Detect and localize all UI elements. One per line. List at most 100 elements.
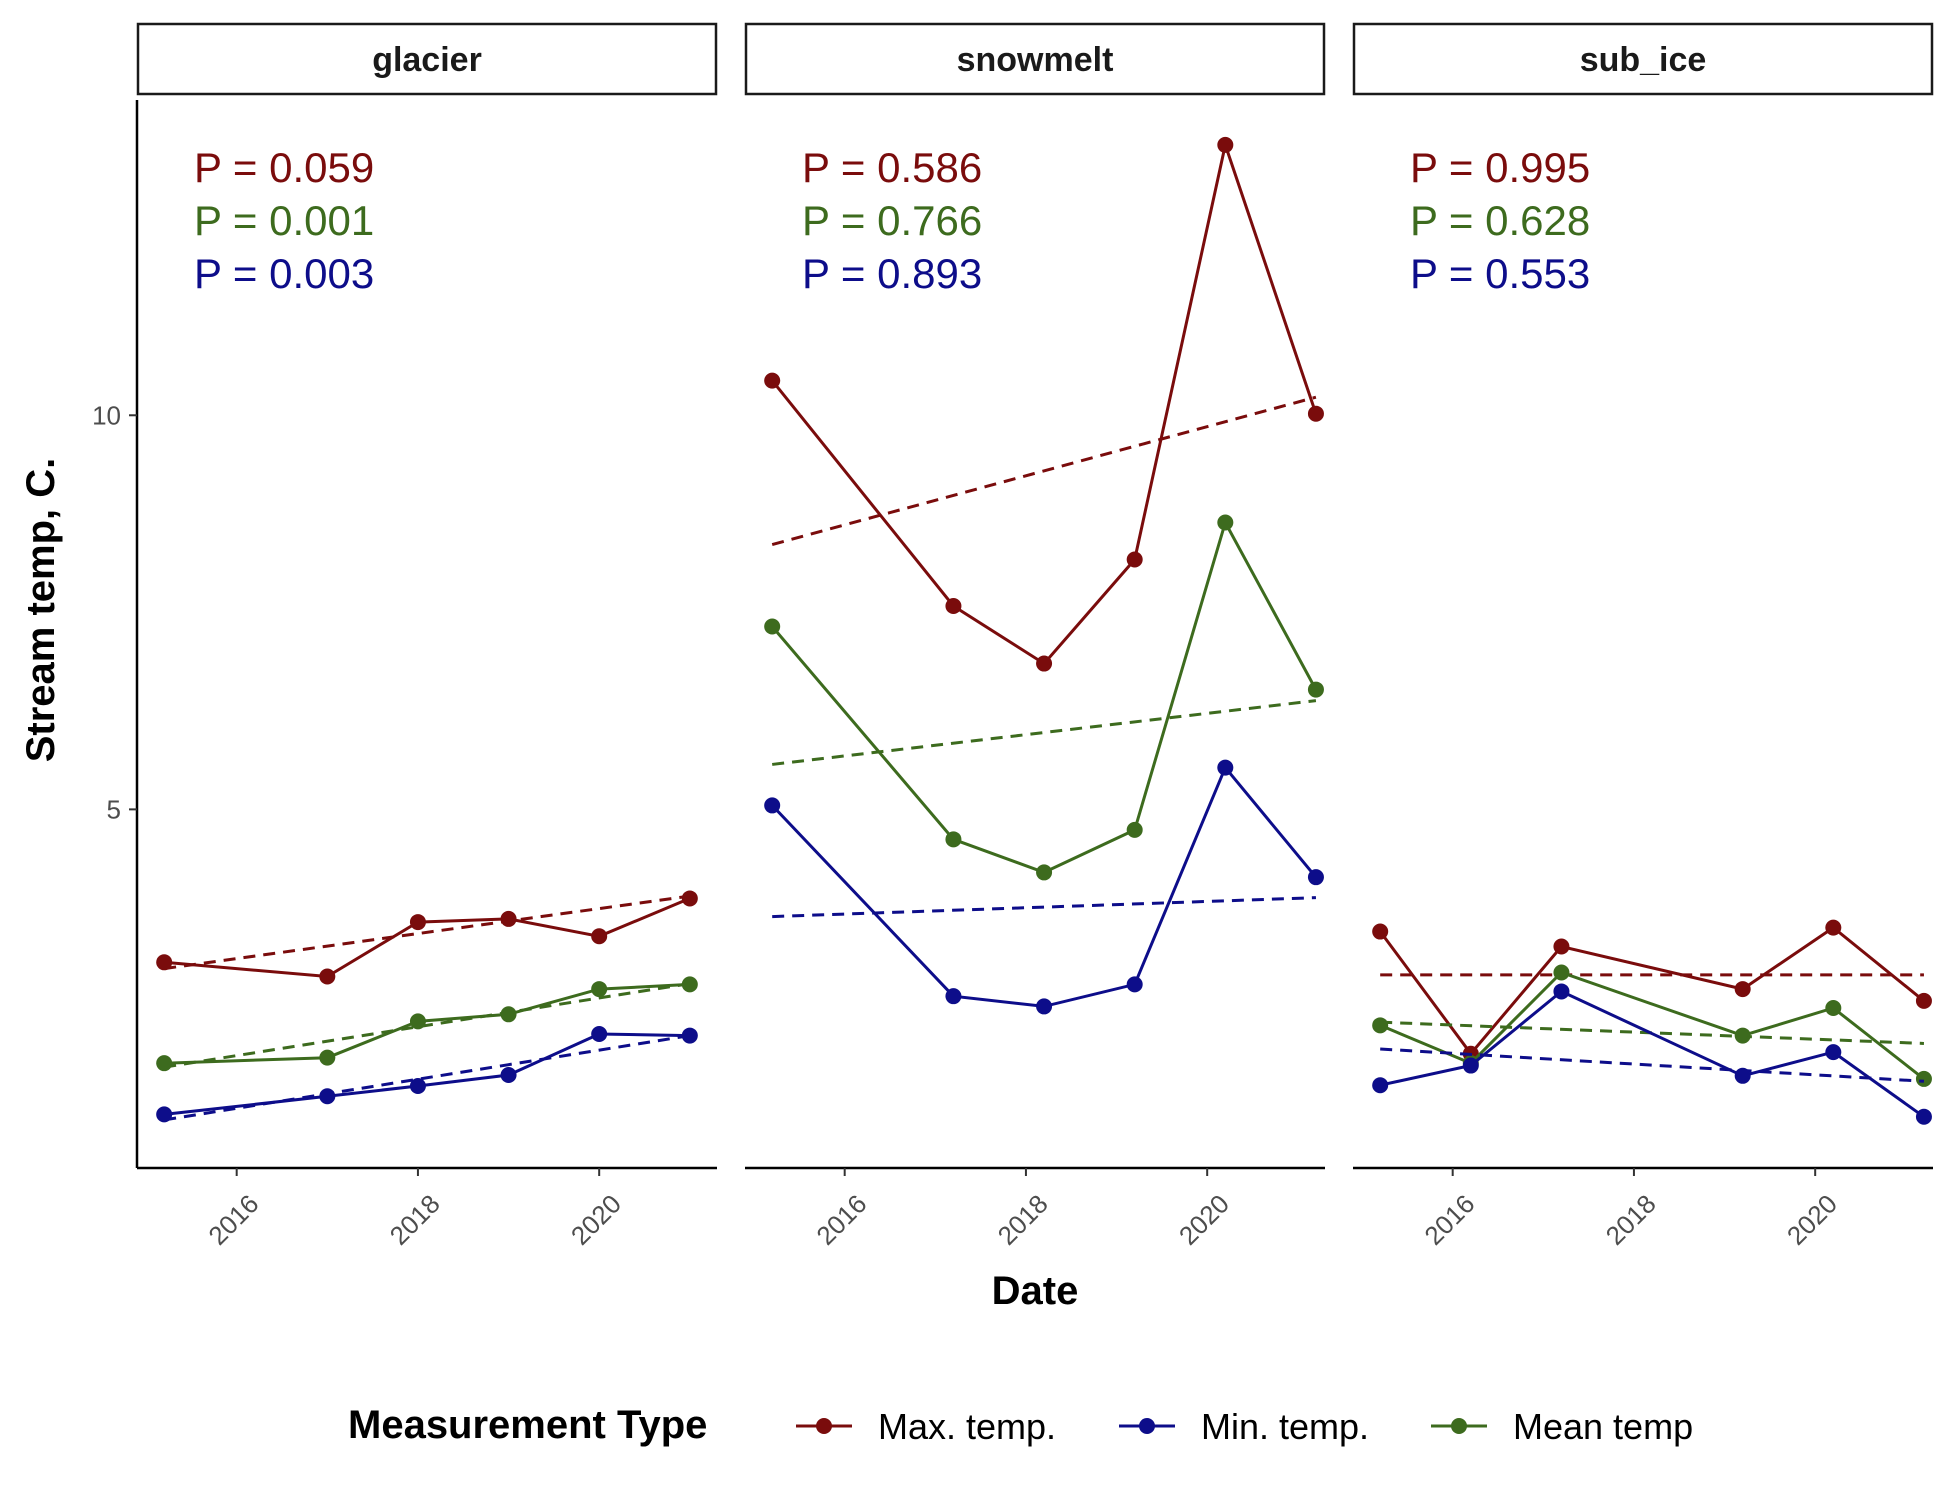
- data-point: [681, 1027, 698, 1044]
- data-point: [764, 797, 781, 814]
- legend-title: Measurement Type: [348, 1403, 707, 1447]
- data-point: [1372, 923, 1389, 940]
- x-tick-label: 2018: [384, 1189, 446, 1251]
- data-point: [156, 1055, 173, 1072]
- facet-strip: [1352, 22, 1934, 96]
- series-line: [164, 982, 690, 1065]
- data-point: [1734, 1067, 1751, 1084]
- data-point: [319, 968, 336, 985]
- p-value-mean: P = 0.628: [1410, 197, 1590, 244]
- facet-strip-label: snowmelt: [957, 41, 1114, 79]
- panel-sub_ice: sub_ice 2016 2018 2020 P = 0.995 P = 0.628 P =…: [1352, 22, 1934, 1251]
- data-point: [945, 831, 962, 848]
- data-point: [681, 976, 698, 993]
- data-point: [764, 618, 781, 635]
- series-line: [1378, 925, 1925, 1057]
- series-max: [156, 890, 698, 985]
- data-point: [1462, 1057, 1479, 1074]
- data-point: [591, 928, 608, 945]
- x-tick-label: 2016: [810, 1189, 872, 1251]
- data-point: [1217, 514, 1234, 531]
- facet-strip-label: sub_ice: [1580, 41, 1707, 79]
- data-point: [1036, 655, 1053, 672]
- data-point: [1126, 976, 1143, 993]
- data-point: [1036, 864, 1053, 881]
- x-tick-label: 2020: [1781, 1189, 1843, 1251]
- series-max: [1372, 919, 1932, 1062]
- x-tick-label: 2020: [1173, 1189, 1235, 1251]
- data-point: [1915, 1070, 1932, 1087]
- series-line: [164, 1032, 690, 1116]
- data-point: [409, 1078, 426, 1095]
- data-point: [500, 910, 517, 927]
- data-point: [681, 890, 698, 907]
- trend-line: [163, 1034, 691, 1122]
- y-tick-label: 10: [92, 400, 121, 430]
- trend-line: [1380, 1020, 1924, 1045]
- legend-item-min: Min. temp.: [1119, 1406, 1369, 1447]
- panel-glacier: glacier 2016 2018 2020 P = 0.059 P = 0.001 P =…: [136, 22, 718, 1251]
- p-value-min: P = 0.893: [802, 250, 982, 297]
- facet-strip: [136, 22, 718, 96]
- series-min: [156, 1026, 698, 1123]
- data-point: [409, 914, 426, 931]
- legend-item-mean: Mean temp: [1431, 1406, 1693, 1447]
- p-value-min: P = 0.003: [194, 250, 374, 297]
- data-point: [1217, 136, 1234, 153]
- data-point: [1915, 992, 1932, 1009]
- data-point: [945, 988, 962, 1005]
- legend-item-max: Max. temp.: [796, 1406, 1056, 1447]
- data-point: [1126, 551, 1143, 568]
- series-line: [1379, 970, 1925, 1081]
- series-line: [164, 897, 691, 979]
- data-point: [1734, 1027, 1751, 1044]
- facet-strip-label: glacier: [372, 41, 482, 79]
- legend-label: Max. temp.: [878, 1406, 1056, 1447]
- series-line: [771, 139, 1318, 666]
- data-point: [1307, 681, 1324, 698]
- p-value-mean: P = 0.766: [802, 197, 982, 244]
- data-point: [1734, 981, 1751, 998]
- series-mean: [1372, 964, 1932, 1087]
- data-point: [1553, 983, 1570, 1000]
- trend-line: [163, 982, 691, 1069]
- data-point: [945, 598, 962, 615]
- x-tick-label: 2018: [992, 1189, 1054, 1251]
- data-point: [764, 372, 781, 389]
- data-point: [1825, 1044, 1842, 1061]
- data-point: [1553, 938, 1570, 955]
- y-tick-label: 5: [107, 794, 121, 824]
- data-point: [156, 954, 173, 971]
- p-value-max: P = 0.059: [194, 144, 374, 191]
- data-point: [409, 1013, 426, 1030]
- data-point: [1553, 964, 1570, 981]
- data-point: [1915, 1108, 1932, 1125]
- legend-key-point: [1451, 1418, 1467, 1434]
- trend-line: [772, 896, 1316, 919]
- series-max: [764, 136, 1324, 672]
- legend-label: Min. temp.: [1201, 1406, 1369, 1447]
- data-point: [591, 1026, 608, 1043]
- series-min: [1372, 983, 1932, 1125]
- data-point: [1825, 999, 1842, 1016]
- x-tick-label: 2016: [202, 1189, 264, 1251]
- data-point: [1126, 821, 1143, 838]
- data-point: [319, 1088, 336, 1105]
- data-point: [319, 1049, 336, 1066]
- legend-key-point: [816, 1418, 832, 1434]
- x-tick-label: 2020: [565, 1189, 627, 1251]
- data-point: [591, 981, 608, 998]
- series-mean: [156, 976, 698, 1072]
- y-axis-title: Stream temp, C.: [19, 458, 63, 763]
- trend-line: [163, 894, 691, 971]
- legend: Measurement Type Max. temp. Min. temp. Mea…: [348, 1403, 1693, 1447]
- trend-line: [772, 699, 1317, 766]
- panel-snowmelt: snowmelt 2016 2018 2020 P = 0.586 P = 0.766 P …: [744, 22, 1326, 1251]
- data-point: [1217, 759, 1234, 776]
- trend-line: [1380, 1047, 1925, 1083]
- x-tick-label: 2018: [1600, 1189, 1662, 1251]
- data-point: [1036, 998, 1053, 1015]
- p-value-min: P = 0.553: [1410, 250, 1590, 297]
- y-axis: 5 10: [92, 100, 139, 1168]
